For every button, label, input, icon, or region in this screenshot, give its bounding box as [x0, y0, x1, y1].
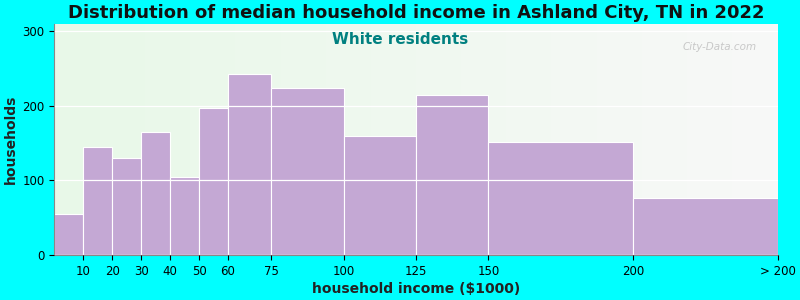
Bar: [141, 132, 170, 255]
Text: White residents: White residents: [332, 32, 468, 46]
Bar: [170, 177, 199, 255]
Y-axis label: households: households: [4, 94, 18, 184]
Bar: [199, 108, 228, 255]
Bar: [416, 94, 489, 255]
Bar: [228, 74, 271, 255]
Bar: [271, 88, 344, 255]
Bar: [54, 214, 83, 255]
Bar: [344, 136, 416, 255]
X-axis label: household income ($1000): household income ($1000): [312, 282, 520, 296]
Title: Distribution of median household income in Ashland City, TN in 2022: Distribution of median household income …: [68, 4, 764, 22]
Text: City-Data.com: City-Data.com: [682, 42, 756, 52]
Bar: [83, 147, 112, 255]
Bar: [633, 197, 778, 255]
Bar: [489, 142, 633, 255]
Bar: [112, 158, 141, 255]
